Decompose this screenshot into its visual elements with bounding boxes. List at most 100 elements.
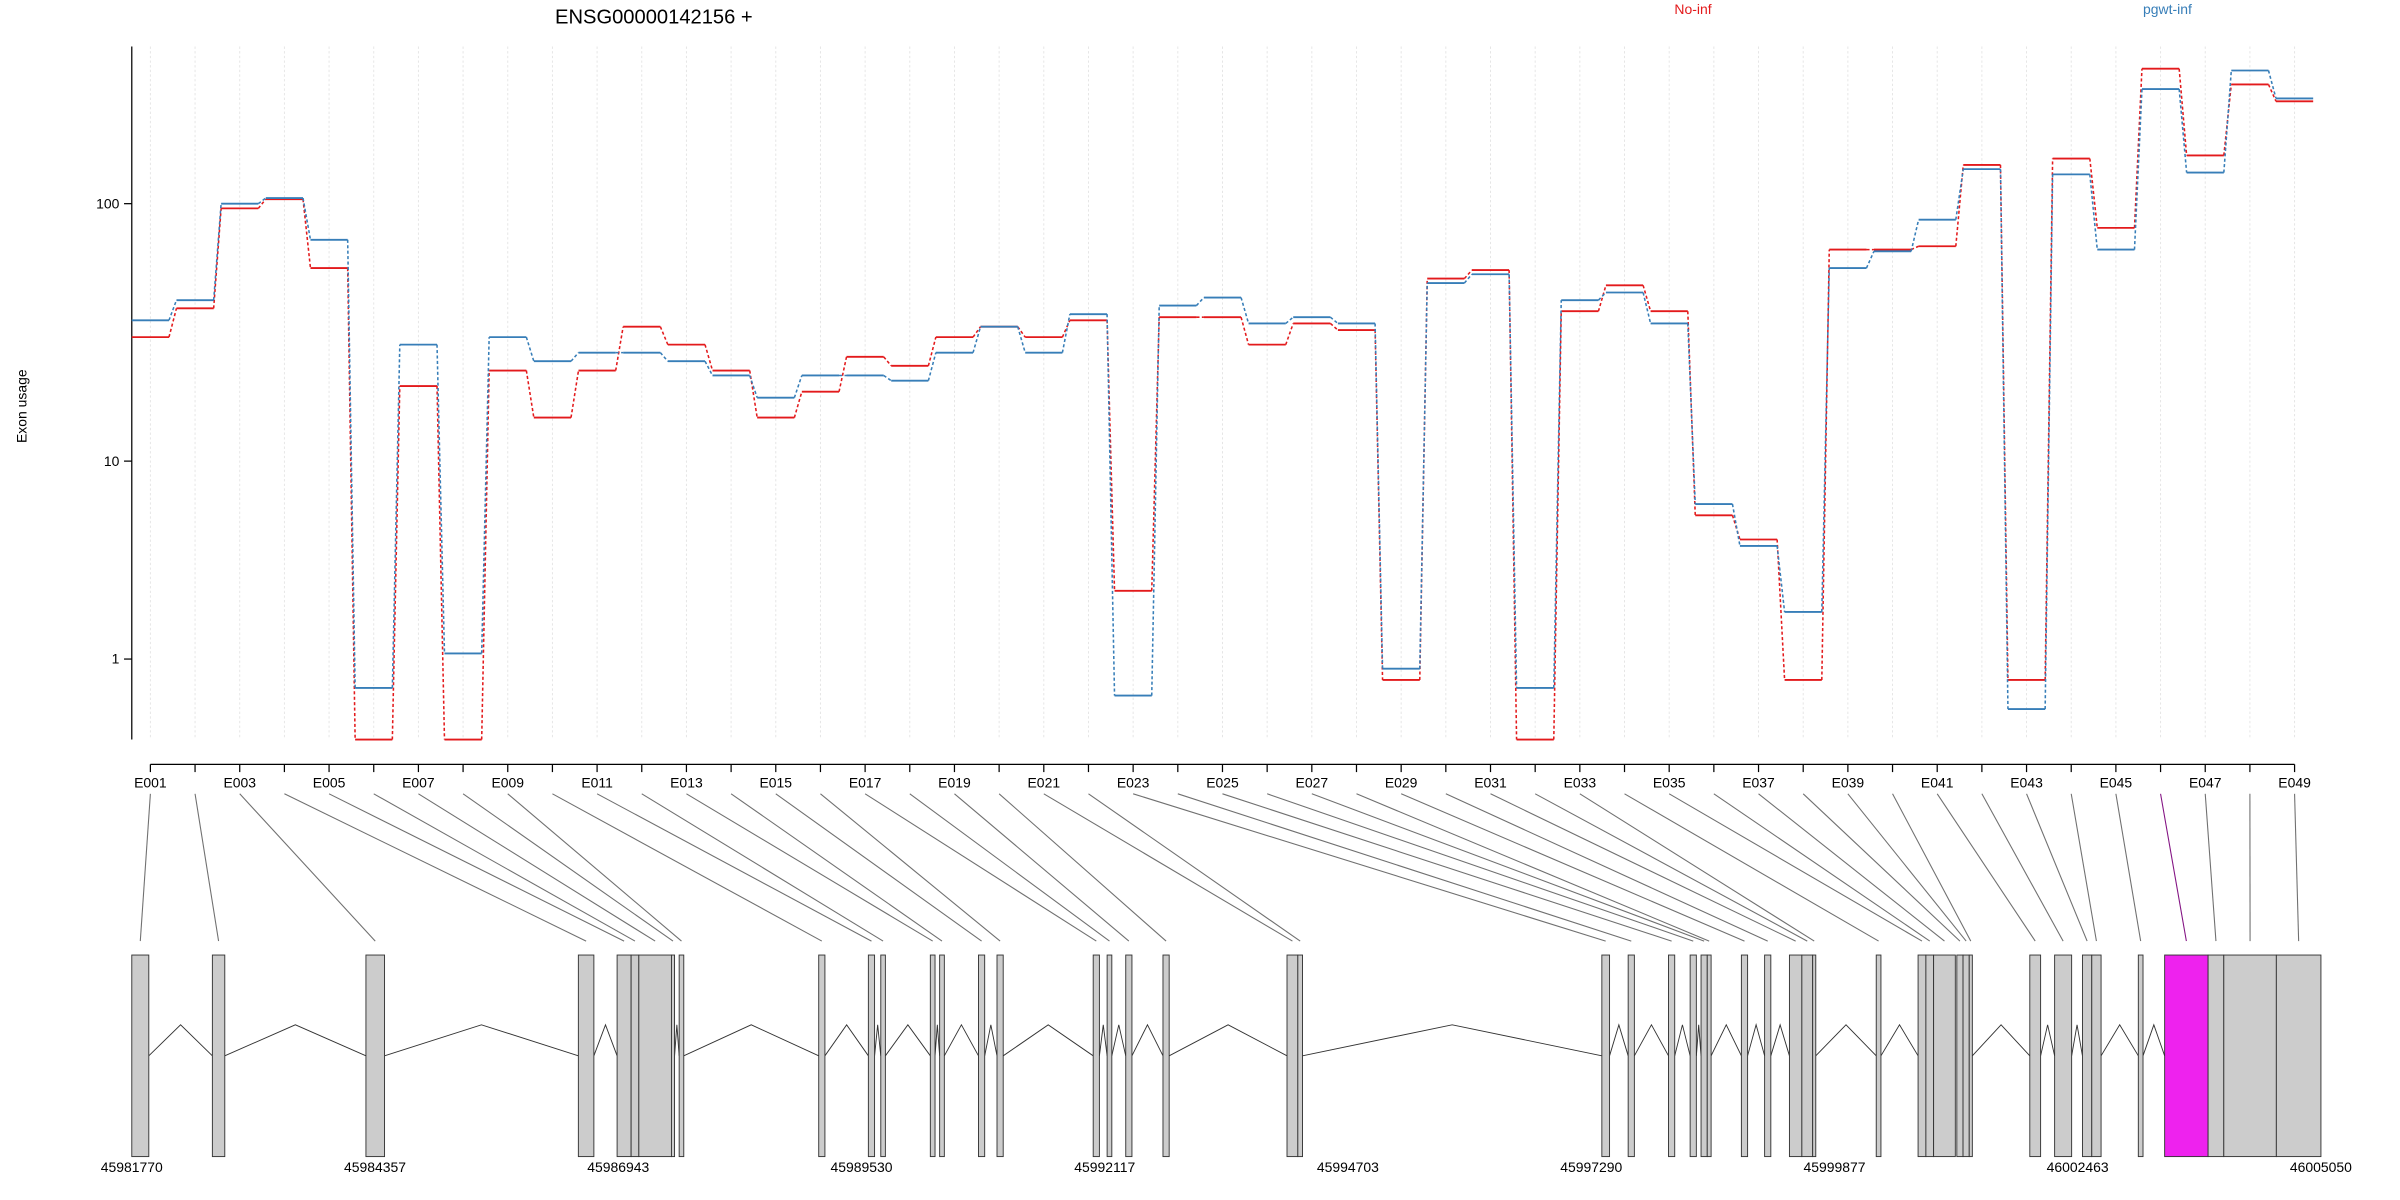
step-connector xyxy=(972,326,982,338)
x-tick-label: E011 xyxy=(581,775,613,791)
exon-connector xyxy=(2115,793,2142,942)
step-connector xyxy=(302,199,312,269)
x-tick-label: E001 xyxy=(134,775,167,791)
exon-connector xyxy=(2070,793,2097,942)
exon-connector xyxy=(820,793,1001,942)
exon xyxy=(211,954,226,1158)
x-tick-label: E017 xyxy=(849,775,882,791)
exon xyxy=(1125,954,1133,1158)
step-connector xyxy=(704,344,714,371)
legend-label: No-inf xyxy=(1674,1,1711,17)
exon xyxy=(1925,954,1935,1158)
step-connector xyxy=(212,208,222,309)
exon xyxy=(1092,954,1100,1158)
exon xyxy=(1162,954,1170,1158)
exon xyxy=(818,954,826,1158)
x-tick-label: E003 xyxy=(223,775,256,791)
x-tick-label: 45984357 xyxy=(344,1159,406,1175)
step-connector xyxy=(436,344,446,654)
exon xyxy=(1740,954,1749,1158)
exon-connector xyxy=(954,793,1130,942)
x-tick-label: E049 xyxy=(2278,775,2311,791)
exon xyxy=(630,954,640,1158)
x-tick-label: 45992117 xyxy=(1074,1159,1135,1175)
exon-connector xyxy=(2294,793,2300,942)
x-tick-label: 45999877 xyxy=(1803,1159,1865,1175)
intron xyxy=(1131,1023,1164,1057)
intron xyxy=(593,1023,618,1056)
step-connector xyxy=(1106,320,1116,591)
y-tick-label: 10 xyxy=(104,453,120,469)
exon xyxy=(2275,954,2322,1158)
y-tick-label: 100 xyxy=(96,195,120,211)
exon-connector xyxy=(641,793,884,942)
exon xyxy=(1286,954,1299,1158)
exon-connector xyxy=(1534,793,1808,942)
step-connector xyxy=(1329,322,1339,331)
exon xyxy=(2091,954,2102,1158)
exon-connector xyxy=(507,793,682,942)
legend-label: pgwt-inf xyxy=(2143,1,2192,17)
step-connector xyxy=(346,268,356,740)
step-connector xyxy=(972,326,982,353)
intron xyxy=(1971,1024,2031,1057)
x-tick-label: E045 xyxy=(2100,775,2133,791)
exon xyxy=(2137,954,2144,1158)
step-connector xyxy=(168,299,178,321)
exon-connector xyxy=(239,793,376,942)
step-connector xyxy=(391,344,401,688)
exon xyxy=(638,954,672,1158)
exon-connector xyxy=(1668,793,1923,942)
step-connector xyxy=(793,375,803,398)
exon xyxy=(2029,954,2042,1158)
intron xyxy=(1302,1024,1602,1057)
intron xyxy=(1770,1023,1790,1056)
exon-connector xyxy=(418,793,656,942)
intron xyxy=(1111,1024,1127,1056)
intron xyxy=(1002,1024,1094,1057)
step-connector xyxy=(525,370,535,418)
exon xyxy=(1601,954,1611,1158)
step-connector xyxy=(2178,89,2188,173)
step-connector xyxy=(1106,314,1116,696)
x-tick-label: E043 xyxy=(2010,775,2043,791)
step-connector xyxy=(1240,316,1250,345)
exon-connector xyxy=(909,793,1110,942)
step-connector xyxy=(2044,174,2054,710)
x-tick-label: E019 xyxy=(938,775,971,791)
intron xyxy=(2142,1023,2166,1056)
step-connector xyxy=(704,360,714,376)
exon xyxy=(880,954,886,1158)
exon-connector xyxy=(1847,793,1967,942)
x-tick-label: E031 xyxy=(1474,775,1507,791)
step-connector xyxy=(570,370,580,418)
step-connector xyxy=(570,352,580,362)
step-connector xyxy=(1642,285,1652,312)
intron xyxy=(1815,1024,1877,1057)
step-connector xyxy=(1731,503,1741,547)
exon xyxy=(939,954,945,1158)
step-connector xyxy=(614,326,624,371)
exon-connector xyxy=(686,793,933,942)
intron xyxy=(1695,1024,1702,1056)
exon xyxy=(929,954,936,1158)
step-connector xyxy=(1776,539,1786,681)
exon-connector xyxy=(596,793,872,942)
exon-connector xyxy=(328,793,625,942)
exon-connector xyxy=(1043,793,1293,942)
intron xyxy=(874,1024,882,1056)
x-tick-label: E037 xyxy=(1742,775,1775,791)
step-connector xyxy=(1150,305,1160,696)
exon-connector xyxy=(1713,793,1931,942)
step-connector xyxy=(2089,174,2099,250)
x-tick-label: 45997290 xyxy=(1560,1159,1622,1175)
exon xyxy=(1689,954,1697,1158)
exon-connector xyxy=(1222,793,1672,942)
step-connector xyxy=(1374,323,1384,669)
exon-connector xyxy=(1802,793,1961,942)
exon-connector xyxy=(1088,793,1301,942)
exon-connector xyxy=(462,793,674,942)
exon-connector xyxy=(194,793,220,942)
exon xyxy=(1812,954,1817,1158)
exon xyxy=(2054,954,2073,1158)
